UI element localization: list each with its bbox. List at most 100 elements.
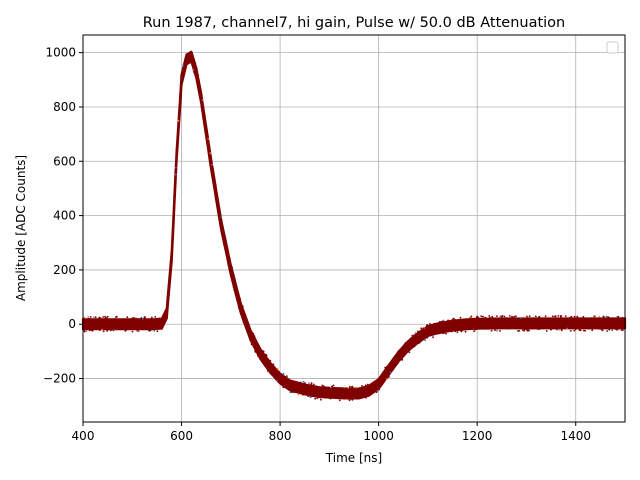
- data-point: [154, 316, 157, 318]
- data-point: [148, 329, 150, 332]
- data-point: [474, 328, 477, 331]
- data-point: [85, 330, 88, 332]
- data-point: [182, 64, 185, 67]
- data-point: [560, 317, 563, 319]
- data-point: [496, 315, 498, 317]
- data-point: [364, 384, 367, 387]
- y-tick-label: 800: [53, 100, 76, 114]
- data-point: [616, 315, 618, 318]
- data-point: [231, 266, 234, 269]
- data-point: [206, 129, 208, 132]
- data-point: [525, 317, 528, 320]
- data-point: [349, 385, 351, 388]
- data-point: [189, 61, 192, 64]
- data-point: [252, 344, 255, 347]
- data-point: [495, 327, 497, 330]
- data-point: [266, 370, 269, 372]
- y-axis-label: Amplitude [ADC Counts]: [14, 155, 28, 301]
- data-point: [424, 339, 427, 342]
- data-point: [385, 378, 388, 380]
- data-point: [513, 315, 516, 318]
- data-point: [503, 315, 506, 318]
- data-point: [284, 386, 287, 389]
- data-point: [231, 280, 234, 282]
- ticks: 400 600 800 1000 1200 1400 −200 0 200 400 600 800 10…: [43, 46, 591, 443]
- data-point: [175, 173, 177, 176]
- data-point: [513, 317, 516, 320]
- data-point: [131, 330, 134, 333]
- data-point: [555, 328, 558, 331]
- data-point: [336, 387, 339, 389]
- data-point: [582, 317, 584, 320]
- data-point: [97, 318, 100, 320]
- data-point: [314, 397, 317, 400]
- data-point: [573, 329, 576, 332]
- data-point: [331, 385, 334, 388]
- data-point: [350, 398, 353, 400]
- y-tick-label: 0: [68, 317, 76, 331]
- data-point: [269, 359, 272, 362]
- data-point: [320, 398, 322, 401]
- data-point: [309, 396, 312, 399]
- data-point: [454, 330, 457, 333]
- data-point: [469, 328, 471, 330]
- data-point: [242, 321, 245, 324]
- data-point: [578, 329, 581, 331]
- data-point: [591, 327, 594, 330]
- data-point: [302, 380, 305, 383]
- data-point: [307, 395, 310, 397]
- data-point: [232, 273, 235, 276]
- data-point: [341, 387, 344, 390]
- data-point: [249, 338, 252, 341]
- data-point: [598, 316, 601, 318]
- data-point: [511, 317, 514, 319]
- data-point: [209, 164, 212, 167]
- data-point: [413, 334, 416, 337]
- data-point: [191, 64, 194, 67]
- data-point: [519, 317, 522, 319]
- data-point: [209, 155, 212, 158]
- data-point: [409, 338, 411, 340]
- data-point: [93, 316, 95, 319]
- data-point: [538, 328, 541, 330]
- data-point: [250, 343, 253, 346]
- data-point: [602, 315, 605, 318]
- data-point: [153, 329, 156, 332]
- data-point: [101, 328, 103, 331]
- data-point: [311, 395, 313, 398]
- data-point: [591, 329, 594, 332]
- data-point: [299, 381, 302, 384]
- data-point: [388, 363, 390, 366]
- data-point: [182, 65, 185, 68]
- data-point: [312, 383, 315, 386]
- data-point: [277, 370, 280, 373]
- data-point: [488, 315, 491, 317]
- data-point: [170, 258, 173, 261]
- data-point: [191, 54, 194, 57]
- data-point: [290, 391, 293, 394]
- data-point: [125, 328, 128, 331]
- axes-frame: [82, 34, 626, 423]
- data-point: [494, 329, 496, 331]
- data-point: [386, 365, 388, 368]
- data-point: [239, 302, 242, 304]
- data-point: [347, 387, 350, 389]
- data-point: [116, 315, 118, 318]
- data-point: [617, 328, 620, 331]
- data-point: [197, 74, 200, 77]
- data-point: [387, 376, 389, 379]
- data-point: [544, 315, 547, 318]
- data-point: [366, 383, 369, 386]
- data-point: [450, 330, 453, 333]
- data-point: [471, 328, 474, 331]
- data-point: [533, 327, 536, 330]
- data-point: [378, 388, 381, 391]
- data-point: [429, 323, 431, 325]
- data-point: [271, 363, 274, 366]
- x-tick-label: 800: [269, 429, 292, 443]
- data-point: [470, 315, 473, 318]
- chart-title: Run 1987, channel7, hi gain, Pulse w/ 50…: [143, 15, 566, 31]
- data-point: [192, 71, 195, 73]
- data-point: [432, 336, 434, 339]
- data-point: [545, 330, 548, 332]
